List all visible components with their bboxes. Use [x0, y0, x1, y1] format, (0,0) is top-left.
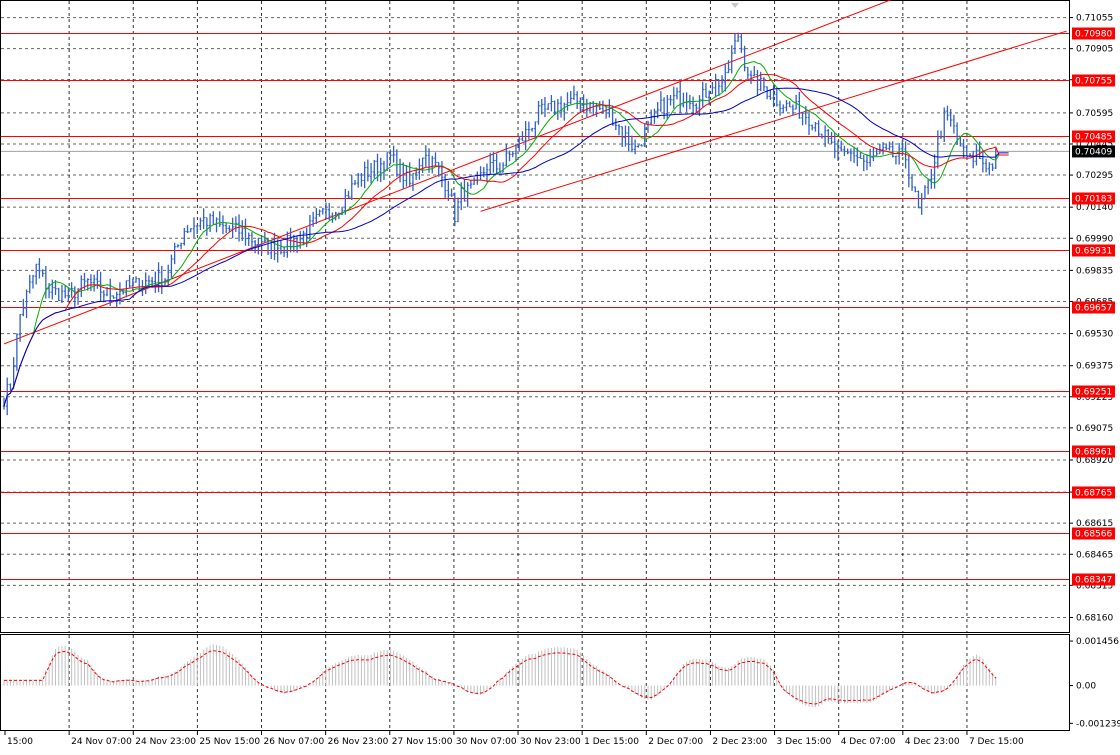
- shift-marker-icon[interactable]: [731, 3, 739, 8]
- level-badge: [1072, 130, 1115, 143]
- x-tick-label: 15:00: [7, 737, 33, 747]
- moving-averages: [3, 60, 1009, 407]
- x-tick-label: 30 Nov 23:00: [520, 737, 581, 747]
- level-badge: [1072, 486, 1115, 499]
- price-axis: 0.71055 0.70905 0.70755 0.70595 0.70445 0.702…: [1069, 14, 1120, 729]
- level-badge-label: 0.69657: [1075, 304, 1112, 314]
- level-badge: [1072, 573, 1115, 586]
- level-badge-label: 0.69251: [1075, 388, 1112, 398]
- level-badge-label: 0.70980: [1075, 30, 1112, 40]
- ma-line-40: [3, 87, 1009, 407]
- time-axis: 15:00 24 Nov 07:00 24 Nov 23:00 25 Nov 15:0…: [4, 731, 1024, 747]
- x-tick-label: 24 Nov 23:00: [135, 737, 196, 747]
- ma-line-10: [3, 60, 1009, 407]
- osc-tick-label: 0.00: [1076, 682, 1096, 692]
- current-price-label: 0.70409: [1075, 147, 1112, 157]
- osc-tick-label: 0.001456: [1076, 637, 1119, 647]
- x-tick-label: 4 Dec 23:00: [905, 737, 960, 747]
- level-badge-label: 0.68765: [1075, 489, 1112, 499]
- level-badge: [1072, 192, 1115, 205]
- level-badge-label: 0.68566: [1075, 530, 1112, 540]
- x-tick-label: 24 Nov 07:00: [71, 737, 132, 747]
- x-tick-label: 7 Dec 15:00: [969, 737, 1024, 747]
- x-tick-label: 2 Dec 07:00: [648, 737, 703, 747]
- level-badge: [1072, 244, 1115, 257]
- y-tick-label: 0.68615: [1076, 519, 1113, 529]
- price-bars: [2, 32, 998, 416]
- level-badge: [1072, 74, 1115, 87]
- current-price-badge: [1072, 145, 1115, 158]
- y-tick-label: 0.70295: [1076, 171, 1113, 181]
- y-tick-label: 0.71055: [1076, 14, 1113, 24]
- x-tick-label: 1 Dec 15:00: [584, 737, 639, 747]
- y-tick-label: 0.68160: [1076, 613, 1113, 623]
- x-tick-label: 30 Nov 07:00: [456, 737, 517, 747]
- level-badge: [1072, 301, 1115, 314]
- chart-grid: [1, 1, 1069, 730]
- x-tick-label: 26 Nov 23:00: [328, 737, 389, 747]
- level-badge-label: 0.68347: [1075, 576, 1112, 586]
- y-tick-label: 0.68465: [1076, 550, 1113, 560]
- level-badge-label: 0.70755: [1075, 77, 1112, 87]
- level-badge: [1072, 27, 1115, 40]
- y-tick-label: 0.69835: [1076, 266, 1113, 276]
- level-badge-label: 0.70485: [1075, 133, 1112, 143]
- oscillator-panel: [3, 644, 997, 708]
- level-badge-label: 0.70183: [1075, 195, 1112, 205]
- y-tick-label: 0.70905: [1076, 45, 1113, 55]
- level-badge-label: 0.69931: [1075, 247, 1112, 257]
- osc-tick-label: -0.001239: [1076, 719, 1120, 729]
- x-tick-label: 25 Nov 15:00: [199, 737, 260, 747]
- y-tick-label: 0.69075: [1076, 424, 1113, 434]
- y-tick-label: 0.69225: [1076, 393, 1113, 403]
- y-tick-label: 0.70445: [1076, 140, 1113, 150]
- x-tick-label: 26 Nov 07:00: [264, 737, 325, 747]
- level-badge: [1072, 385, 1115, 398]
- x-tick-label: 2 Dec 23:00: [712, 737, 767, 747]
- y-tick-label: 0.68315: [1076, 581, 1113, 591]
- osc-signal-line: [4, 650, 997, 705]
- y-tick-label: 0.70595: [1076, 109, 1113, 119]
- y-tick-label: 0.69375: [1076, 362, 1113, 372]
- level-badge: [1072, 527, 1115, 540]
- y-tick-label: 0.68920: [1076, 456, 1113, 466]
- y-tick-label: 0.69530: [1076, 330, 1113, 340]
- chart-frame: [0, 0, 1070, 731]
- level-badge-label: 0.68961: [1075, 448, 1112, 458]
- level-badge: [1072, 445, 1115, 458]
- ma-line-20: [3, 73, 1009, 407]
- y-tick-label: 0.69990: [1076, 234, 1113, 244]
- x-tick-label: 4 Dec 07:00: [841, 737, 896, 747]
- x-tick-label: 27 Nov 15:00: [392, 737, 453, 747]
- channel-line: [480, 30, 1067, 212]
- y-tick-label: 0.70140: [1076, 203, 1113, 213]
- x-tick-label: 3 Dec 15:00: [777, 737, 832, 747]
- level-badges: 0.70980 0.70755 0.70485 0.70183 0.69931 0.696…: [1072, 27, 1115, 586]
